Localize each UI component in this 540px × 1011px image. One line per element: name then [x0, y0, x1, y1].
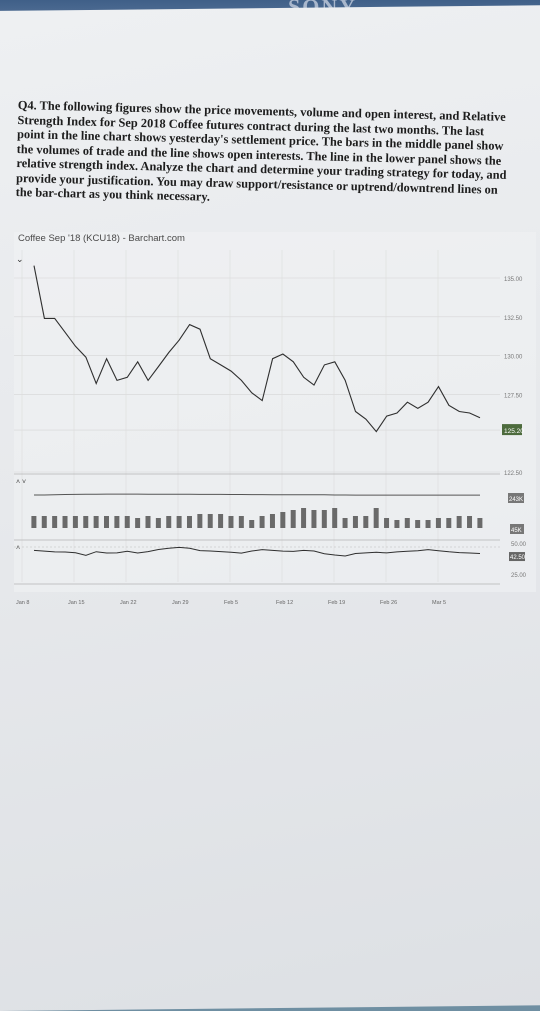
volume-bar [352, 516, 358, 528]
price-tick-label: 135.00 [504, 277, 523, 283]
barchart-figure: Coffee Sep '18 (KCU18) - Barchart.com ⌄ 13… [14, 232, 536, 606]
volume-bar [197, 514, 203, 528]
rsi-collapse-icon: ˄ [16, 545, 20, 552]
volume-bar [446, 518, 452, 528]
open-interest-badge [508, 493, 524, 503]
open-interest-line [34, 493, 480, 496]
date-tick-label: Feb 12 [276, 600, 293, 606]
volume-bar [404, 518, 410, 528]
date-tick-label: Jan 15 [68, 600, 85, 606]
volume-bar [238, 516, 244, 528]
date-tick-label: Jan 29 [172, 600, 189, 606]
chart-title: Coffee Sep '18 (KCU18) - Barchart.com [18, 233, 185, 244]
price-tick-label: 130.00 [504, 355, 523, 361]
rsi-last-label: 42.50 [510, 555, 526, 561]
volume-bar [166, 516, 172, 528]
rsi-tick-label: 50.00 [511, 542, 527, 548]
volume-bar [104, 516, 110, 528]
volume-bar [218, 514, 224, 528]
date-tick-label: Jan 8 [16, 600, 29, 606]
volume-bar [384, 518, 390, 528]
volume-bar [135, 518, 141, 528]
open-interest-label: 243K [509, 497, 523, 503]
volume-bar [425, 520, 431, 528]
volume-bar [228, 516, 234, 528]
last-price-label: 125.20 [504, 428, 524, 435]
date-tick-label: Feb 19 [328, 600, 345, 606]
volume-bar [342, 518, 348, 528]
price-tick-label: 132.50 [504, 316, 523, 322]
volume-bar [269, 514, 275, 528]
rsi-tick-label: 25.00 [511, 573, 527, 579]
rsi-last-badge [509, 552, 525, 562]
volume-bar [41, 516, 47, 528]
volume-bar [249, 520, 255, 528]
volume-bar [145, 516, 151, 528]
volume-bar [435, 518, 441, 528]
volume-bar [155, 518, 161, 528]
volume-label: 45K [511, 528, 522, 534]
volume-bar [332, 508, 338, 528]
date-tick-label: Feb 5 [224, 600, 238, 606]
volume-bar [176, 516, 182, 528]
expand-icon: ˄ ˅ [16, 479, 26, 486]
collapse-icon: ⌄ [16, 254, 24, 264]
volume-bar [31, 516, 37, 528]
volume-bar [124, 516, 130, 528]
volume-bar [72, 516, 78, 528]
last-price-badge [502, 424, 522, 436]
date-tick-label: Feb 26 [380, 600, 397, 606]
volume-bar [207, 514, 213, 528]
chart-background [14, 232, 536, 592]
volume-bar [301, 508, 307, 528]
volume-bar [363, 516, 369, 528]
rsi-line [33, 546, 481, 557]
volume-bar [62, 516, 68, 528]
volume-bar [394, 520, 400, 528]
volume-bar [467, 516, 473, 528]
volume-bar [93, 516, 99, 528]
volume-bar [259, 516, 265, 528]
price-series-line [33, 265, 481, 433]
volume-bar [52, 516, 58, 528]
volume-bar [456, 516, 462, 528]
date-tick-label: Mar 5 [432, 600, 446, 606]
volume-bar [290, 510, 296, 528]
volume-bar [311, 510, 317, 528]
volume-bar [280, 512, 286, 528]
chart-canvas: Coffee Sep '18 (KCU18) - Barchart.com ⌄ 13… [14, 232, 536, 606]
volume-bar [83, 516, 89, 528]
price-tick-label: 127.50 [504, 393, 523, 399]
volume-bar [477, 518, 483, 528]
price-tick-label: 122.50 [504, 471, 523, 477]
volume-bar [186, 516, 192, 528]
volume-bar [373, 508, 379, 528]
volume-bar [415, 520, 421, 528]
volume-bar [114, 516, 120, 528]
date-tick-label: Jan 22 [120, 600, 137, 606]
volume-bar [321, 510, 327, 528]
volume-badge [510, 524, 524, 534]
